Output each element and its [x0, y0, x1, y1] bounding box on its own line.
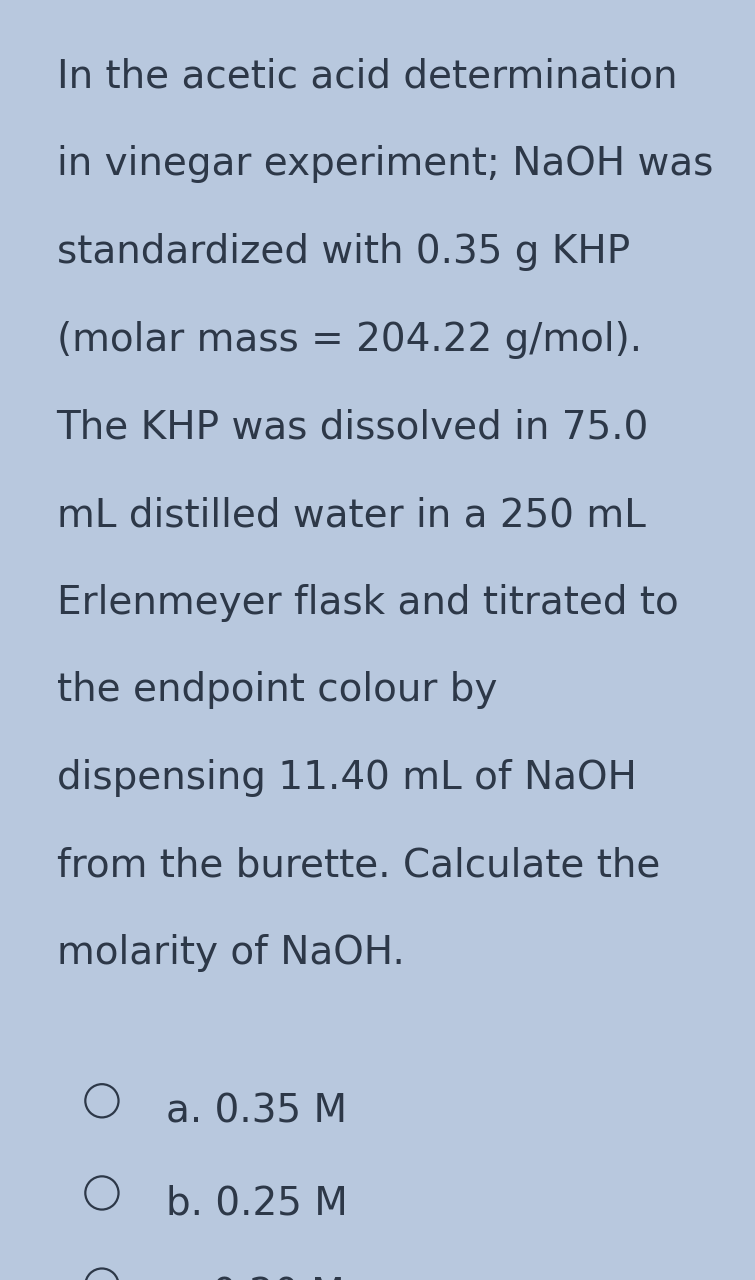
Text: In the acetic acid determination: In the acetic acid determination [57, 58, 677, 96]
Text: b. 0.25 M: b. 0.25 M [166, 1185, 348, 1222]
Text: The KHP was dissolved in 75.0: The KHP was dissolved in 75.0 [57, 408, 649, 447]
Text: from the burette. Calculate the: from the burette. Calculate the [57, 847, 660, 884]
Text: (molar mass = 204.22 g/mol).: (molar mass = 204.22 g/mol). [57, 321, 642, 358]
Text: mL distilled water in a 250 mL: mL distilled water in a 250 mL [57, 497, 646, 534]
Text: dispensing 11.40 mL of NaOH: dispensing 11.40 mL of NaOH [57, 759, 636, 797]
Text: the endpoint colour by: the endpoint colour by [57, 672, 497, 709]
Text: a. 0.35 M: a. 0.35 M [166, 1093, 347, 1130]
Text: in vinegar experiment; NaOH was: in vinegar experiment; NaOH was [57, 145, 713, 183]
Text: molarity of NaOH.: molarity of NaOH. [57, 934, 405, 973]
Text: c. 0.20 M: c. 0.20 M [166, 1277, 345, 1280]
Text: Erlenmeyer flask and titrated to: Erlenmeyer flask and titrated to [57, 584, 679, 622]
Text: standardized with 0.35 g KHP: standardized with 0.35 g KHP [57, 233, 630, 271]
